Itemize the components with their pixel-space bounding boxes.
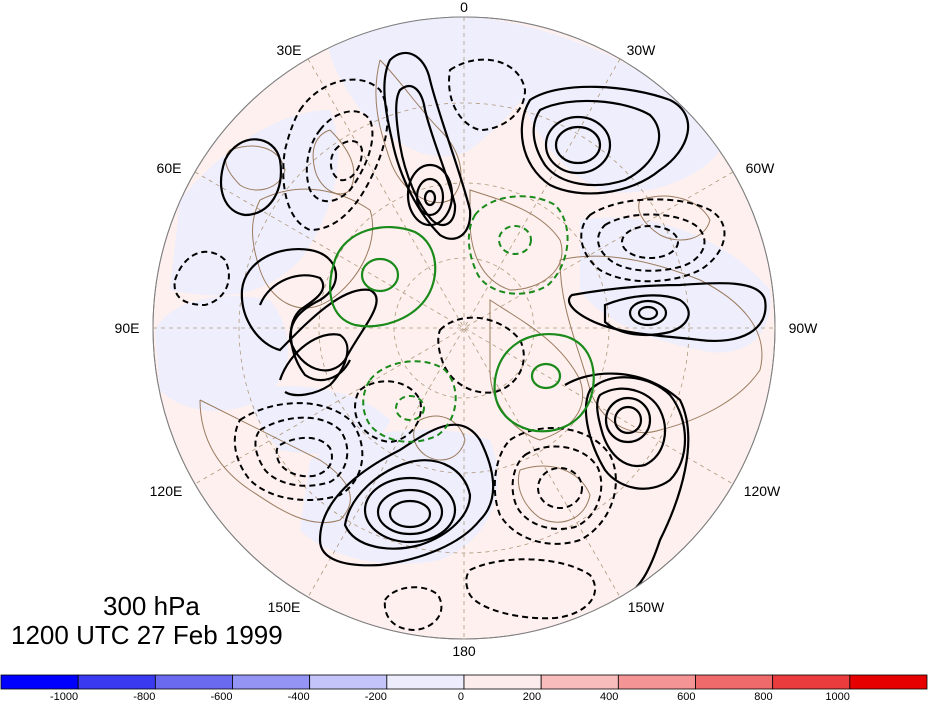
colorbar-box [0,674,79,690]
colorbar-boxes [0,674,928,690]
valid-time-caption: 1200 UTC 27 Feb 1999 [11,620,283,650]
colorbar-box [772,674,851,690]
colorbar-tick-label: -800 [133,691,155,702]
colorbar-tick-label: -1000 [50,691,78,702]
lon-label-120w: 120W [744,483,781,499]
lon-label-90w: 90W [789,320,819,336]
lon-label-30w: 30W [627,42,657,58]
lon-label-60w: 60W [746,160,776,176]
colorbar-box [309,674,388,690]
colorbar-tick-label: 400 [600,691,618,702]
pressure-level-caption: 300 hPa [103,591,200,621]
colorbar-tick-label: -600 [210,691,232,702]
green-contours [329,225,595,433]
colorbar-tick-label: 0 [458,691,464,702]
colorbar-box [232,674,311,690]
lon-label-150w: 150W [628,599,665,615]
colorbar-box [540,674,619,690]
negative-contours [173,58,726,632]
colorbar-box [154,674,233,690]
lon-label-30e: 30E [277,42,302,58]
coastlines [199,59,763,524]
colorbar-tick-label: -400 [288,691,310,702]
lon-label-0: 0 [460,0,468,15]
lon-label-150e: 150E [268,599,301,615]
colorbar-box [695,674,774,690]
colorbar-box [617,674,696,690]
colorbar-tick-label: -200 [365,691,387,702]
colorbar: -1000 -800 -600 -400 -200 0 200 400 600 800 1000 [0,674,928,702]
colorbar-tick-label: 600 [677,691,695,702]
lon-label-60e: 60E [157,160,182,176]
colorbar-box [386,674,465,690]
green-dashed-contours [362,195,569,443]
lon-label-120e: 120E [150,483,183,499]
colorbar-box [463,674,542,690]
colorbar-tick-labels: -1000 -800 -600 -400 -200 0 200 400 600 800 1000 [50,691,850,702]
positive-contours [220,51,767,601]
colorbar-tick-label: 800 [754,691,772,702]
colorbar-box [849,674,928,690]
colorbar-tick-label: 1000 [825,691,849,702]
colorbar-tick-label: 200 [523,691,541,702]
lon-label-180: 180 [452,643,476,659]
longitude-labels: 0 30W 60W 90W 120W 150W 180 150E 120E 90… [115,0,819,659]
colorbar-box [77,674,156,690]
lon-label-90e: 90E [115,320,140,336]
